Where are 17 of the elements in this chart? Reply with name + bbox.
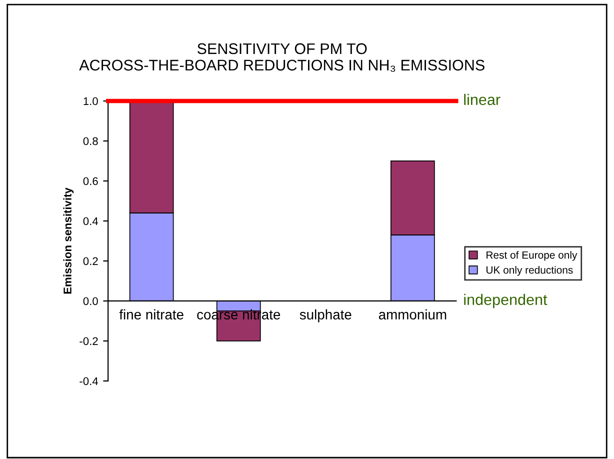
y-tick-label: 0.4: [83, 217, 98, 226]
y-tick-label: -0.4: [80, 377, 98, 386]
y-tick-label: 0.0: [83, 297, 98, 306]
y-tick-label: 0.6: [83, 177, 98, 186]
y-tick-label: 0.2: [83, 257, 98, 266]
x-tick-label: fine nitrate: [119, 309, 184, 320]
ref-line-label: linear: [464, 94, 500, 106]
y-tick-label: 1.0: [84, 97, 98, 106]
legend-label: UK only reductions: [486, 266, 573, 276]
y-tick-label: 0.8: [83, 137, 98, 146]
text: independent: [464, 294, 548, 308]
x-tick-label: sulphate: [300, 309, 352, 322]
y-tick-label: -0.2: [80, 337, 98, 346]
y-axis-title: Emission sensitivity: [63, 188, 74, 294]
chart-title: SENSITIVITY OF PM TO ACROSS-THE-BOARD REDUCTIONS IN NH₃ EMISSIONS: [79, 43, 484, 72]
x-tick-label: ammonium: [378, 309, 446, 320]
legend-label: Rest of Europe only: [486, 251, 578, 261]
